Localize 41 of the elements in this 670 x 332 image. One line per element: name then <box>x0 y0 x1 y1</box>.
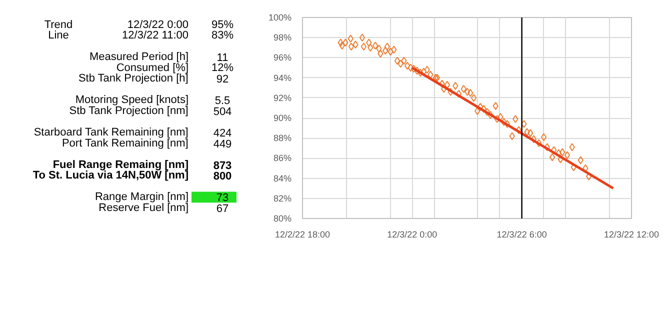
category-label: Starboard Tank Remaining [nm] <box>34 126 188 139</box>
y-tick-label: 94% <box>273 72 292 83</box>
text: 449 <box>213 138 232 150</box>
category-label: Measured Period [h] <box>89 51 189 64</box>
x-tick-label: 12/3/22 12:00 <box>604 230 660 240</box>
y-tick-label: 90% <box>273 113 292 123</box>
y-tick-label: 96% <box>273 52 292 63</box>
y-tick-label: 84% <box>273 173 292 184</box>
y-tick-label: 82% <box>273 193 292 204</box>
text: 11 <box>216 52 228 64</box>
category-label: To St. Lucia via 14N,50W [nm] <box>32 170 189 182</box>
text: 504 <box>213 106 232 118</box>
category-label: Range Margin [nm] <box>94 191 189 204</box>
text: 12/3/22 0:00 95% <box>127 18 234 31</box>
text: 92 <box>216 74 229 86</box>
y-tick-label: 98% <box>273 32 292 43</box>
y-tick-label: 92% <box>273 92 292 103</box>
text: 67 <box>216 202 229 215</box>
text: 5.5 <box>214 95 230 108</box>
category-label: Stb Tank Projection [nm] <box>69 104 188 117</box>
category-label: Consumed [%] <box>116 62 189 74</box>
y-tick-label: 100% <box>268 12 292 22</box>
category-label: Port Tank Remaining [nm] <box>62 137 188 150</box>
category-label: Fuel Range Remaing [nm] <box>52 158 189 171</box>
category-label: Reserve Fuel [nm] <box>98 202 189 214</box>
text: 873 <box>213 160 232 172</box>
text: 424 <box>213 128 232 140</box>
text: 12% <box>211 62 234 74</box>
text: 73 <box>216 192 229 204</box>
category-label: Trend <box>44 18 73 31</box>
category-label: Stb Tank Projection [h] <box>78 72 188 85</box>
category-label: Line <box>48 30 69 42</box>
x-tick-label: 12/2/22 18:00 <box>274 230 330 240</box>
x-tick-label: 12/3/22 0:00 <box>387 230 438 240</box>
y-tick-label: 88% <box>273 133 292 144</box>
y-tick-label: 86% <box>273 153 292 164</box>
x-tick-label: 12/3/22 6:00 <box>496 230 547 240</box>
text: 800 <box>213 170 232 183</box>
category-label: Motoring Speed [knots] <box>75 94 189 106</box>
text: 12/3/22 11:00 83% <box>122 30 234 42</box>
y-tick-label: 80% <box>273 214 292 224</box>
